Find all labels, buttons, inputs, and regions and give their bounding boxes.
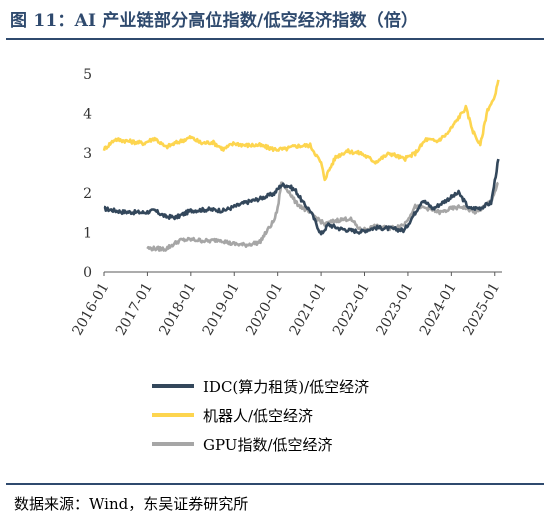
chart-axes: 0 1 2 3 4 5 2016-01 2017-01 2018-01 2019-01 2020-0…	[70, 67, 504, 338]
x-tick-label: 2021-01	[287, 280, 330, 338]
series-layer	[102, 79, 500, 252]
footer-rule	[6, 483, 544, 485]
title-rule	[6, 38, 544, 40]
series-line-robot	[102, 79, 500, 182]
legend-label-idc: IDC(算力租赁)/低空经济	[203, 378, 369, 396]
data-source: 数据来源：Wind，东吴证券研究所	[14, 495, 249, 513]
x-tick-label: 2017-01	[113, 280, 156, 338]
x-tick-label: 2023-01	[373, 280, 416, 338]
y-tick-label: 5	[83, 67, 92, 83]
x-tick-label: 2019-01	[200, 280, 243, 338]
x-tick-label: 2018-01	[156, 280, 199, 338]
y-tick-label: 2	[83, 186, 92, 202]
x-tick-label: 2024-01	[417, 280, 460, 338]
x-tick-label: 2020-01	[243, 280, 286, 338]
series-line-idc	[103, 158, 500, 236]
x-tick-label: 2025-01	[460, 280, 503, 338]
y-tick-label: 3	[83, 146, 92, 162]
x-tick-label: 2022-01	[330, 280, 373, 338]
y-tick-label: 1	[83, 225, 92, 241]
y-tick-label: 4	[83, 107, 92, 123]
figure-title: 图 11：AI 产业链部分高位指数/低空经济指数（倍）	[10, 11, 419, 31]
legend-label-robot: 机器人/低空经济	[203, 407, 313, 425]
series-line-gpu	[146, 181, 499, 252]
y-tick-label: 0	[83, 265, 92, 281]
legend-label-gpu: GPU指数/低空经济	[203, 436, 333, 454]
x-tick-label: 2016-01	[70, 280, 113, 338]
